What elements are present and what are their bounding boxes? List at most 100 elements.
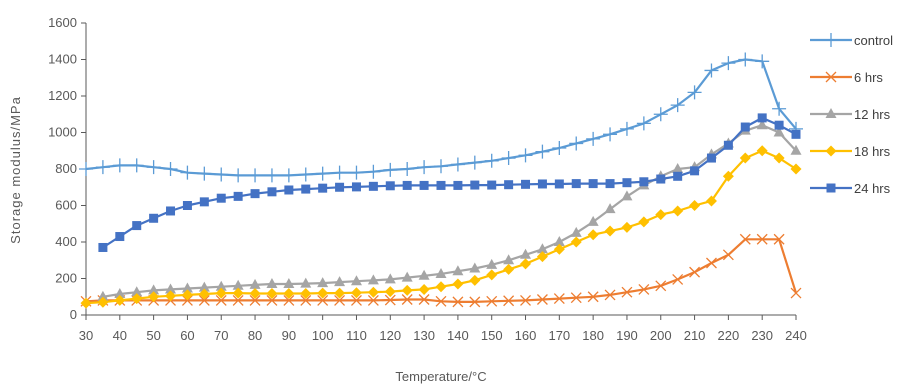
data-point-18-hrs — [621, 221, 633, 233]
data-point-6-hrs — [300, 294, 312, 306]
data-point-12-hrs — [503, 254, 515, 265]
data-point-24-hrs — [554, 179, 564, 189]
data-point-24-hrs — [504, 180, 514, 190]
data-point-control — [738, 52, 753, 67]
x-tick-label: 190 — [616, 328, 638, 343]
data-point-24-hrs — [402, 180, 412, 190]
data-point-6-hrs — [486, 295, 498, 307]
data-point-12-hrs — [148, 284, 160, 295]
x-tick-labels: 30 40 50 60 70 80 90 100 110 120 130 140 150 160 170 18… — [79, 315, 807, 343]
data-point-24-hrs — [673, 171, 683, 181]
data-point-control — [721, 56, 736, 71]
data-point-control — [518, 148, 533, 163]
data-point-6-hrs — [452, 296, 464, 308]
data-point-6-hrs — [706, 257, 717, 269]
data-point-control — [586, 131, 601, 146]
x-tick-label: 110 — [346, 328, 367, 343]
data-point-18-hrs — [587, 229, 599, 241]
data-point-18-hrs — [148, 291, 160, 303]
x-tick-label: 80 — [248, 328, 262, 343]
data-point-24-hrs — [351, 182, 361, 192]
data-point-18-hrs — [672, 205, 684, 217]
data-point-6-hrs — [773, 233, 785, 245]
data-point-18-hrs — [215, 287, 227, 299]
data-point-24-hrs — [791, 129, 801, 139]
data-point-6-hrs — [266, 294, 278, 306]
data-point-control — [704, 63, 719, 78]
data-point-12-hrs — [283, 277, 295, 288]
data-point-24-hrs — [622, 178, 632, 188]
data-point-18-hrs — [300, 287, 312, 299]
data-point-24-hrs — [216, 193, 226, 203]
data-point-18-hrs — [131, 293, 143, 305]
data-point-control — [467, 155, 482, 170]
data-point-24-hrs — [98, 242, 108, 252]
data-point-18-hrs — [790, 163, 802, 175]
data-point-18-hrs — [350, 287, 362, 299]
data-point-12-hrs — [418, 269, 430, 280]
data-point-6-hrs — [283, 294, 295, 306]
x-tick-label: 120 — [379, 328, 401, 343]
data-point-18-hrs — [570, 236, 582, 248]
data-point-18-hrs — [722, 170, 734, 182]
data-point-6-hrs — [401, 294, 413, 305]
data-point-control — [366, 164, 381, 179]
y-tick-label: 400 — [55, 234, 77, 249]
data-point-18-hrs — [232, 287, 244, 299]
x-tick-label: 180 — [582, 328, 604, 343]
data-point-6-hrs — [469, 296, 481, 308]
y-tick-label: 600 — [55, 198, 77, 213]
data-point-control — [112, 158, 127, 173]
legend: control 6 hrs 12 hrs 18 hrs 24 hrs — [810, 33, 893, 196]
data-point-18-hrs — [773, 152, 785, 164]
data-point-control — [79, 162, 93, 176]
data-point-24-hrs — [774, 120, 784, 130]
series-line-control — [85, 58, 797, 177]
x-tick-label: 30 — [79, 328, 93, 343]
series-control — [79, 52, 803, 183]
series-18-hrs — [80, 145, 802, 309]
data-point-24-hrs — [723, 140, 733, 150]
data-point-control — [501, 151, 516, 166]
legend-label: 6 hrs — [854, 70, 883, 85]
data-point-control — [146, 160, 161, 175]
data-point-24-hrs — [267, 187, 277, 197]
data-point-6-hrs — [351, 294, 362, 306]
y-tick-label: 1200 — [48, 88, 77, 103]
data-point-6-hrs — [756, 233, 768, 245]
data-point-18-hrs — [334, 287, 346, 299]
data-point-control — [315, 166, 330, 181]
data-point-18-hrs — [435, 281, 447, 293]
x-tick-label: 100 — [312, 328, 334, 343]
data-point-control — [687, 85, 702, 100]
x-tick-label: 200 — [650, 328, 672, 343]
data-point-control — [349, 165, 364, 180]
data-point-12-hrs — [536, 243, 548, 254]
data-point-12-hrs — [570, 226, 582, 237]
data-point-control — [180, 165, 195, 180]
data-point-control — [417, 160, 432, 175]
data-point-12-hrs — [334, 276, 346, 287]
data-point-18-hrs — [97, 296, 109, 308]
data-point-24-hrs — [166, 206, 176, 216]
legend-marker — [825, 145, 837, 157]
data-point-6-hrs — [232, 294, 244, 306]
data-point-12-hrs — [384, 273, 396, 284]
legend-marker — [825, 71, 837, 83]
data-point-control — [535, 144, 550, 159]
data-point-6-hrs — [587, 291, 599, 303]
data-point-6-hrs — [672, 273, 684, 285]
x-tick-label: 210 — [684, 328, 706, 343]
data-point-12-hrs — [266, 277, 278, 288]
data-point-control — [434, 159, 448, 174]
x-tick-label: 230 — [751, 328, 773, 343]
data-point-6-hrs — [536, 294, 548, 305]
legend-label: 24 hrs — [854, 181, 891, 196]
data-point-18-hrs — [689, 200, 701, 211]
data-point-control — [332, 165, 347, 180]
data-point-24-hrs — [706, 153, 716, 163]
data-point-18-hrs — [553, 243, 565, 255]
data-point-6-hrs — [570, 292, 582, 304]
data-point-12-hrs — [486, 258, 498, 269]
